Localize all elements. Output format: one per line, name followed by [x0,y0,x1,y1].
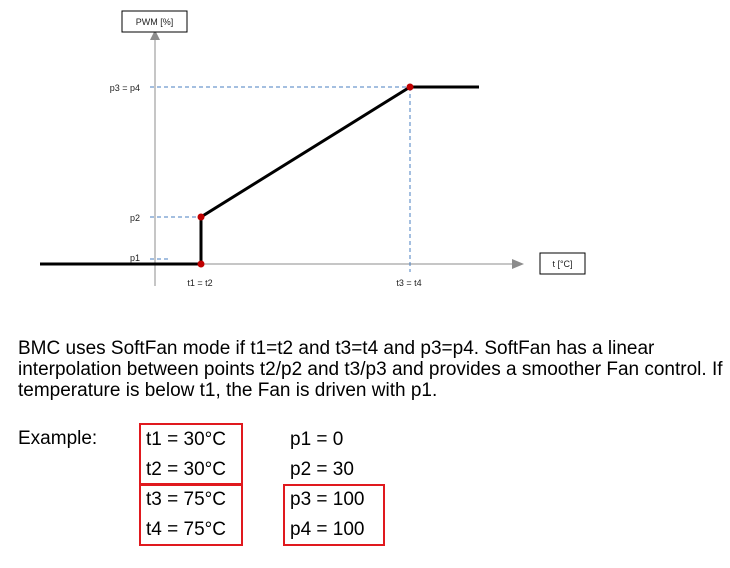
y-axis-label-box: PWM [%] [121,10,188,33]
example-p2: p2 = 30 [290,459,354,480]
point-t3-p3 [406,83,414,91]
description-paragraph: BMC uses SoftFan mode if t1=t2 and t3=t4… [18,338,723,401]
highlight-p3-p4 [283,484,385,546]
example-label: Example: [18,428,98,449]
tick-t3-t4: t3 = t4 [396,278,421,288]
x-axis-label-box: t [°C] [539,252,586,275]
tick-t1-t2: t1 = t2 [187,278,212,288]
tick-p3-p4: p3 = p4 [110,83,140,93]
y-axis-arrow [150,30,160,40]
point-t1-p1 [197,260,205,268]
example-t4: t4 = 75°C [146,519,226,540]
softfan-diagram: PWM [%] t [°C] p3 = p4 p2 p1 t1 = t2 t3 … [40,10,586,288]
example-p1: p1 = 0 [290,429,344,450]
example-p3: p3 = 100 [290,489,365,510]
example-t3: t3 = 75°C [146,489,226,510]
x-axis-arrow [512,259,524,269]
tick-p2: p2 [130,213,140,223]
x-axis-label: t [°C] [552,259,572,269]
y-axis-label: PWM [%] [136,17,174,27]
example-t2: t2 = 30°C [146,459,226,480]
fan-curve [40,85,479,266]
example-t1: t1 = 30°C [146,429,226,450]
point-t2-p2 [197,213,205,221]
example-p4: p4 = 100 [290,519,365,540]
highlight-t3-t4 [139,484,243,546]
tick-p1: p1 [130,253,140,263]
